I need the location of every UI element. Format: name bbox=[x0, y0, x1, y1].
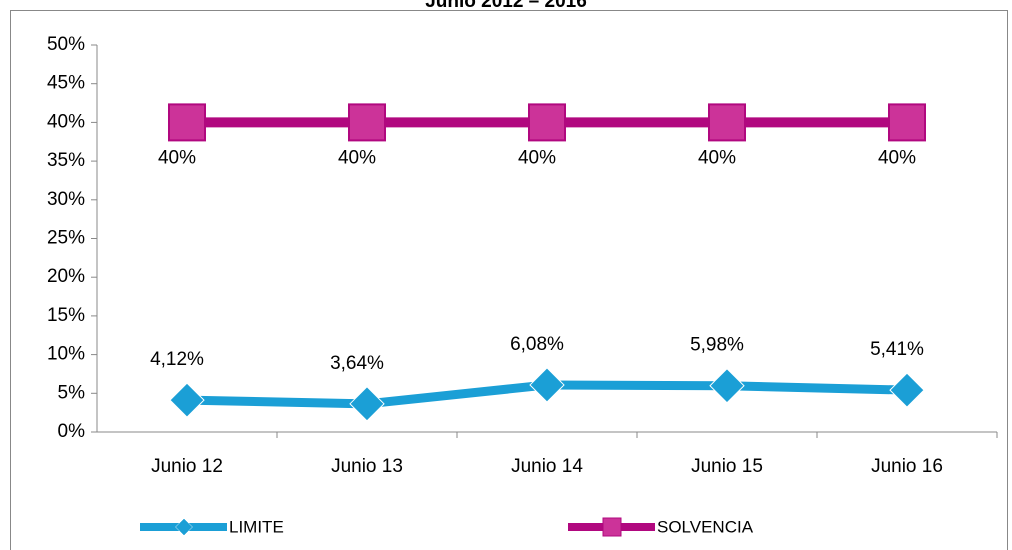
legend-label: LIMITE bbox=[229, 517, 284, 536]
y-tick-label: 5% bbox=[58, 382, 86, 403]
marker bbox=[888, 103, 926, 142]
data-label: 5,98% bbox=[690, 335, 744, 356]
y-tick-label: 15% bbox=[47, 305, 85, 326]
x-tick-label: Junio 13 bbox=[331, 456, 403, 477]
y-tick-label: 30% bbox=[47, 189, 85, 210]
y-tick-label: 50% bbox=[47, 34, 85, 55]
y-tick-label: 0% bbox=[58, 421, 86, 442]
y-tick-label: 35% bbox=[47, 150, 85, 171]
data-label: 4,12% bbox=[150, 349, 204, 370]
y-tick-label: 45% bbox=[47, 73, 85, 94]
y-tick-label: 25% bbox=[47, 228, 85, 249]
data-label: 40% bbox=[158, 147, 196, 168]
x-tick-label: Junio 15 bbox=[691, 456, 763, 477]
marker bbox=[708, 103, 746, 142]
legend-label: SOLVENCIA bbox=[657, 517, 754, 536]
y-tick-label: 10% bbox=[47, 344, 85, 365]
y-tick-label: 40% bbox=[47, 111, 85, 132]
legend-marker bbox=[175, 518, 193, 536]
data-label: 40% bbox=[518, 147, 556, 168]
chart-border bbox=[10, 10, 1008, 550]
marker bbox=[889, 372, 925, 408]
legend-marker bbox=[602, 517, 622, 537]
marker bbox=[348, 103, 386, 142]
y-tick-label: 20% bbox=[47, 266, 85, 287]
data-label: 40% bbox=[338, 147, 376, 168]
marker bbox=[169, 382, 205, 418]
data-label: 40% bbox=[878, 147, 916, 168]
marker bbox=[528, 103, 566, 142]
marker bbox=[168, 103, 206, 142]
x-tick-label: Junio 14 bbox=[511, 456, 583, 477]
marker bbox=[709, 368, 745, 404]
chart-title: Junio 2012 – 2016 bbox=[425, 0, 587, 12]
x-tick-label: Junio 16 bbox=[871, 456, 943, 477]
data-label: 6,08% bbox=[510, 334, 564, 355]
marker bbox=[529, 367, 565, 403]
x-tick-label: Junio 12 bbox=[151, 456, 223, 477]
data-label: 40% bbox=[698, 147, 736, 168]
data-label: 3,64% bbox=[330, 353, 384, 374]
data-label: 5,41% bbox=[870, 339, 924, 360]
marker bbox=[349, 386, 385, 422]
